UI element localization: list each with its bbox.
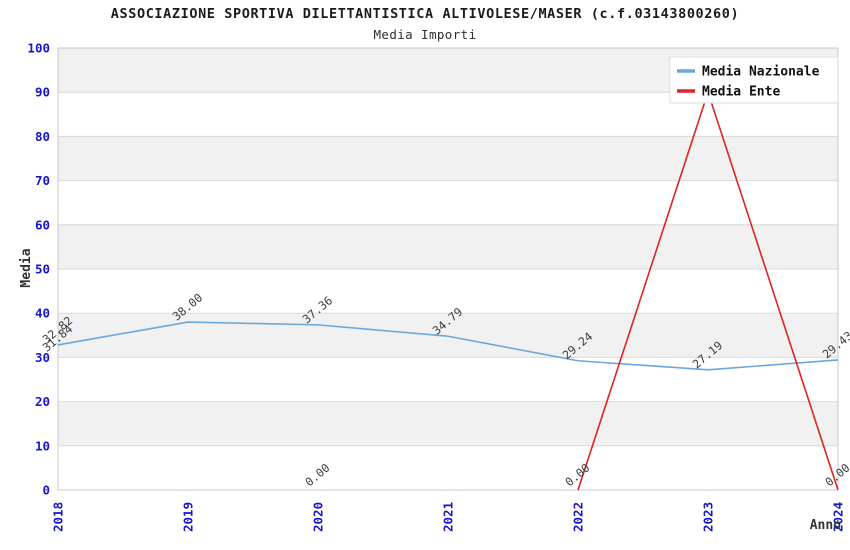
- grid-band: [58, 136, 838, 181]
- y-tick-label: 80: [35, 129, 50, 144]
- x-tick-label: 2021: [441, 502, 456, 532]
- y-tick-label: 0: [42, 483, 50, 498]
- x-tick-label: 2019: [181, 502, 196, 532]
- grid-band: [58, 357, 838, 402]
- plot-border: [57, 47, 839, 491]
- legend-label: Media Nazionale: [702, 65, 820, 80]
- y-tick-label: 40: [35, 306, 50, 321]
- y-tick-label: 10: [35, 438, 50, 453]
- x-tick-label: 2023: [701, 502, 716, 532]
- y-axis-title: Media: [19, 248, 34, 287]
- x-tick-label: 2018: [51, 502, 66, 532]
- y-tick-label: 20: [35, 394, 50, 409]
- y-tick-label: 60: [35, 217, 50, 232]
- y-tick-label: 90: [35, 85, 50, 100]
- y-tick-label: 70: [35, 173, 50, 188]
- y-tick-label: 30: [35, 350, 50, 365]
- grid-band: [58, 224, 838, 269]
- y-tick-label: 100: [27, 41, 50, 56]
- legend-box: [669, 56, 839, 104]
- media-nazionale-line: [57, 321, 839, 371]
- x-tick-label: 2024: [831, 502, 846, 532]
- legend-label: Media Ente: [702, 85, 780, 100]
- grid-band: [58, 445, 838, 490]
- grid-band: [58, 313, 838, 358]
- x-tick-label: 2022: [571, 502, 586, 532]
- grid-band: [58, 401, 838, 446]
- y-tick-label: 50: [35, 262, 50, 277]
- x-axis-title: Anno: [810, 518, 841, 533]
- grid-band: [58, 269, 838, 314]
- grid-band: [58, 180, 838, 225]
- chart-subtitle: Media Importi: [373, 27, 477, 42]
- x-tick-label: 2020: [311, 502, 326, 532]
- chart-title: ASSOCIAZIONE SPORTIVA DILETTANTISTICA AL…: [110, 6, 740, 22]
